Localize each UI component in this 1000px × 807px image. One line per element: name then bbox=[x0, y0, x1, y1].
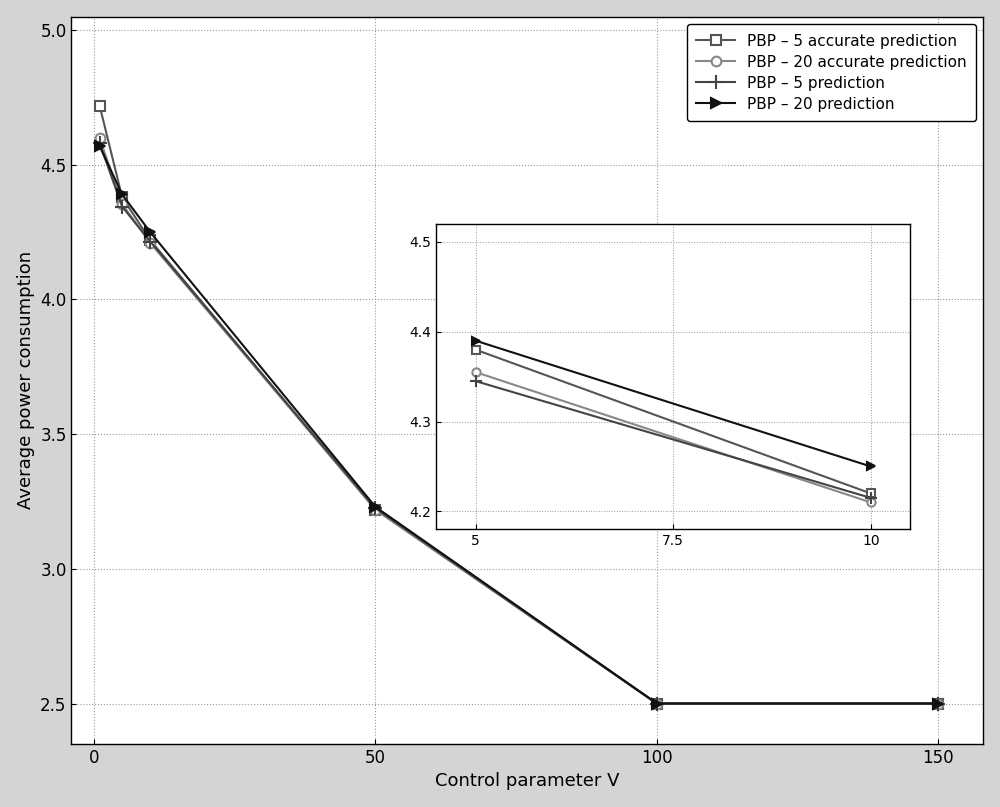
PBP – 20 prediction bbox=[94, 141, 106, 151]
PBP – 20 accurate prediction bbox=[651, 699, 663, 709]
PBP – 20 prediction bbox=[651, 699, 663, 709]
Line: PBP – 20 accurate prediction: PBP – 20 accurate prediction bbox=[95, 133, 943, 709]
Line: PBP – 20 prediction: PBP – 20 prediction bbox=[95, 141, 943, 709]
PBP – 20 accurate prediction bbox=[369, 504, 381, 514]
PBP – 20 prediction bbox=[144, 228, 156, 237]
PBP – 5 prediction bbox=[651, 699, 663, 709]
Legend: PBP – 5 accurate prediction, PBP – 20 accurate prediction, PBP – 5 prediction, P: PBP – 5 accurate prediction, PBP – 20 ac… bbox=[687, 24, 976, 121]
PBP – 20 prediction bbox=[369, 502, 381, 512]
PBP – 5 accurate prediction bbox=[369, 504, 381, 514]
PBP – 5 accurate prediction bbox=[94, 101, 106, 111]
PBP – 20 prediction bbox=[932, 699, 944, 709]
Line: PBP – 5 prediction: PBP – 5 prediction bbox=[93, 136, 945, 710]
PBP – 20 accurate prediction bbox=[116, 199, 128, 209]
Y-axis label: Average power consumption: Average power consumption bbox=[17, 251, 35, 509]
PBP – 20 accurate prediction bbox=[94, 133, 106, 143]
PBP – 5 prediction bbox=[369, 504, 381, 513]
PBP – 20 accurate prediction bbox=[932, 699, 944, 709]
PBP – 5 prediction bbox=[94, 139, 106, 148]
X-axis label: Control parameter V: Control parameter V bbox=[435, 772, 620, 790]
PBP – 5 prediction bbox=[116, 202, 128, 211]
PBP – 5 prediction bbox=[144, 236, 156, 246]
PBP – 20 accurate prediction bbox=[144, 238, 156, 248]
PBP – 5 accurate prediction bbox=[116, 192, 128, 202]
PBP – 5 accurate prediction bbox=[144, 236, 156, 245]
Line: PBP – 5 accurate prediction: PBP – 5 accurate prediction bbox=[95, 101, 943, 709]
PBP – 5 accurate prediction bbox=[651, 699, 663, 709]
PBP – 5 prediction bbox=[932, 699, 944, 709]
PBP – 5 accurate prediction bbox=[932, 699, 944, 709]
PBP – 20 prediction bbox=[116, 190, 128, 199]
